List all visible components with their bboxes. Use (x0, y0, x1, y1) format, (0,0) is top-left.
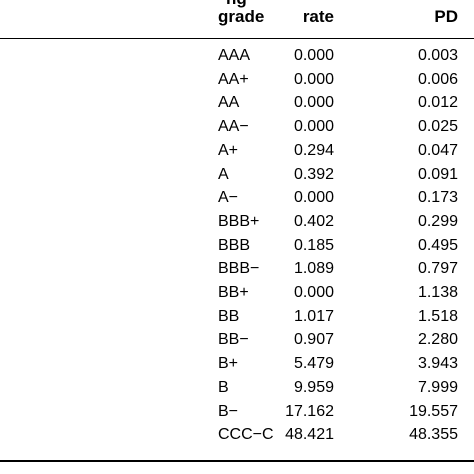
table-row: A 0.392 0.091 (0, 163, 474, 187)
cell-rate: 0.000 (293, 118, 334, 136)
cell-pd: 48.355 (409, 426, 458, 444)
cell-pd: 19.557 (409, 402, 458, 420)
header-cut-text: ng (226, 0, 247, 9)
cell-pd: 1.138 (417, 284, 458, 301)
cell-pd: 7.999 (417, 378, 458, 396)
cell-grade: AA− (218, 118, 249, 136)
cell-rate: 1.017 (293, 307, 334, 325)
cell-rate: 0.000 (293, 284, 334, 301)
cell-grade: B (218, 378, 229, 396)
table-row: A+ 0.294 0.047 (0, 139, 474, 163)
cell-rate: 9.959 (293, 378, 334, 396)
table-row: AA+ 0.000 0.006 (0, 68, 474, 92)
cell-grade: A+ (218, 141, 239, 159)
table-row: A− 0.000 0.173 (0, 186, 474, 210)
table-row: B 9.959 7.999 (0, 376, 474, 400)
footer-rule (0, 460, 474, 462)
cell-rate: 0.907 (293, 331, 334, 349)
header-rate: rate (302, 7, 334, 26)
table-row: BB+ 0.000 1.138 (0, 281, 474, 305)
cell-grade: CCC−C (218, 426, 274, 444)
header-grade: grade (218, 7, 265, 26)
cell-grade: BB+ (218, 284, 249, 301)
table-row: BB− 0.907 2.280 (0, 328, 474, 352)
table-row: B+ 5.479 3.943 (0, 352, 474, 376)
cell-pd: 0.003 (417, 47, 458, 64)
cell-rate: 0.000 (293, 70, 334, 88)
cell-grade: BBB+ (218, 212, 260, 230)
table-row: BBB+ 0.402 0.299 (0, 210, 474, 234)
cell-rate: 48.421 (285, 426, 334, 444)
cell-pd: 0.495 (417, 236, 458, 254)
cell-grade: AA (218, 94, 240, 112)
table-row: BBB 0.185 0.495 (0, 234, 474, 258)
cell-pd: 0.047 (417, 141, 458, 159)
cell-pd: 0.012 (417, 94, 458, 112)
cell-pd: 1.518 (417, 307, 458, 325)
cell-rate: 0.000 (293, 47, 334, 64)
cell-pd: 0.173 (417, 189, 458, 207)
cell-pd: 0.091 (417, 165, 458, 183)
table-row: AAA 0.000 0.003 (0, 44, 474, 68)
cell-pd: 0.006 (417, 70, 458, 88)
cell-grade: BB− (218, 331, 249, 349)
table-row: CCC−C 48.421 48.355 (0, 423, 474, 447)
cell-rate: 0.392 (293, 165, 334, 183)
cell-rate: 1.089 (293, 260, 334, 278)
table-row: B− 17.162 19.557 (0, 400, 474, 424)
cell-rate: 0.294 (293, 141, 334, 159)
cell-pd: 3.943 (417, 355, 458, 373)
cell-pd: 0.299 (417, 212, 458, 230)
cell-grade: AA+ (218, 70, 249, 88)
cell-pd: 0.797 (417, 260, 458, 278)
cell-pd: 0.025 (417, 118, 458, 136)
cell-rate: 0.402 (293, 212, 334, 230)
cell-grade: BB (218, 307, 240, 325)
cell-rate: 5.479 (293, 355, 334, 373)
table-row: AA− 0.000 0.025 (0, 115, 474, 139)
cell-grade: BBB (218, 236, 251, 254)
header-pd: PD (434, 7, 458, 26)
cell-rate: 17.162 (285, 402, 334, 420)
cell-rate: 0.000 (293, 94, 334, 112)
cell-grade: B− (218, 402, 239, 420)
cell-grade: B+ (218, 355, 239, 373)
cell-grade: A (218, 165, 229, 183)
table-row: BB 1.017 1.518 (0, 305, 474, 329)
table-row: BBB− 1.089 0.797 (0, 257, 474, 281)
cell-grade: BBB− (218, 260, 260, 278)
cell-grade: AAA (218, 47, 251, 64)
table-row: AA 0.000 0.012 (0, 91, 474, 115)
cell-rate: 0.000 (293, 189, 334, 207)
cell-pd: 2.280 (417, 331, 458, 349)
cell-grade: A− (218, 189, 239, 207)
header-rule (0, 38, 474, 39)
cell-rate: 0.185 (293, 236, 334, 254)
